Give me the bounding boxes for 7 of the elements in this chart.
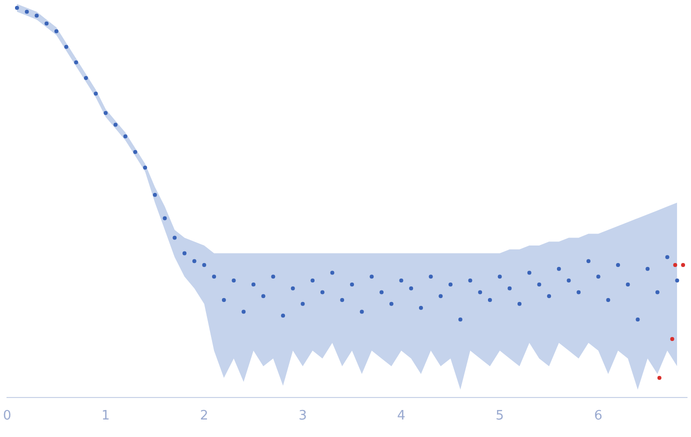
x-tick-label: 1: [102, 408, 110, 424]
x-tick-label: 3: [298, 408, 307, 424]
x-tick-label: 2: [200, 408, 208, 424]
x-tick-label: 6: [594, 408, 602, 424]
x-tick-label: 4: [397, 408, 406, 424]
x-tick-label: 0: [2, 408, 12, 424]
x-tick-label: 5: [496, 408, 504, 424]
